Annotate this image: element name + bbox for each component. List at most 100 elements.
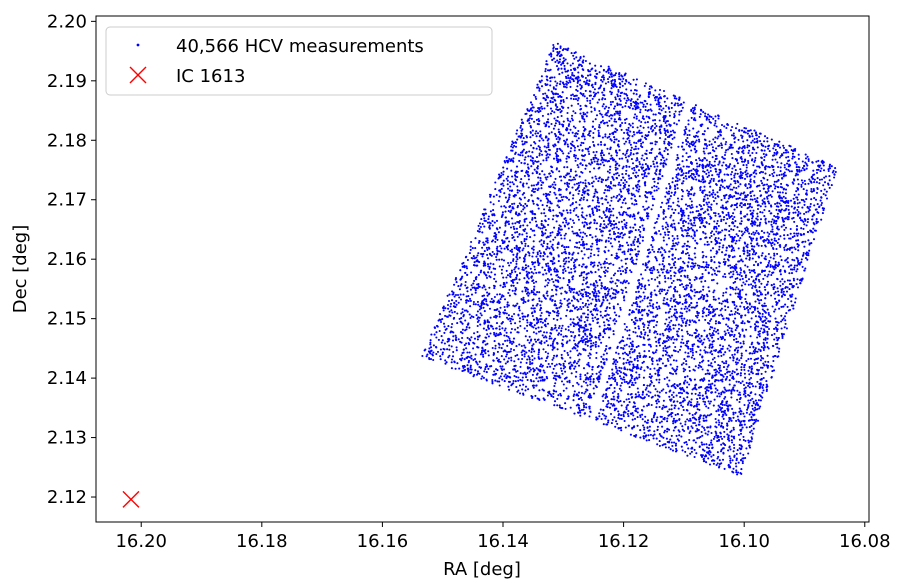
- hcv-point: [505, 276, 508, 279]
- hcv-point: [713, 220, 716, 223]
- hcv-point: [758, 335, 761, 338]
- hcv-point: [776, 252, 779, 255]
- hcv-point: [768, 259, 771, 263]
- hcv-point: [754, 347, 757, 350]
- hcv-point: [670, 315, 673, 318]
- hcv-point: [701, 256, 704, 259]
- hcv-point: [718, 421, 721, 424]
- hcv-point: [562, 277, 565, 280]
- hcv-point: [504, 196, 507, 199]
- hcv-point: [589, 252, 593, 255]
- hcv-point: [524, 255, 527, 258]
- hcv-point: [676, 179, 679, 182]
- hcv-point: [562, 389, 565, 392]
- hcv-point: [759, 140, 762, 143]
- hcv-point: [447, 299, 451, 303]
- hcv-point: [498, 380, 501, 383]
- hcv-point: [527, 265, 530, 268]
- hcv-point: [526, 224, 529, 227]
- hcv-point: [617, 413, 621, 416]
- hcv-point: [518, 272, 522, 275]
- hcv-point: [564, 335, 567, 338]
- hcv-point: [620, 404, 623, 407]
- hcv-point: [626, 257, 629, 260]
- hcv-point: [534, 340, 538, 343]
- hcv-point: [566, 62, 569, 65]
- hcv-point: [477, 241, 481, 244]
- hcv-point: [437, 338, 440, 341]
- hcv-point: [592, 131, 595, 135]
- hcv-point: [739, 212, 742, 215]
- hcv-point: [671, 266, 674, 269]
- hcv-point: [716, 191, 719, 194]
- hcv-point: [722, 413, 725, 416]
- hcv-point: [496, 293, 499, 296]
- hcv-point: [790, 272, 794, 275]
- hcv-point: [777, 238, 780, 241]
- hcv-point: [684, 252, 688, 255]
- hcv-point: [519, 361, 522, 364]
- hcv-point: [729, 356, 732, 359]
- hcv-point: [746, 129, 750, 132]
- hcv-point: [545, 157, 548, 160]
- hcv-point: [617, 279, 620, 282]
- hcv-point: [725, 249, 728, 252]
- hcv-point: [731, 167, 734, 170]
- hcv-point: [581, 301, 584, 305]
- hcv-point: [667, 277, 670, 280]
- hcv-point: [635, 290, 638, 294]
- hcv-point: [788, 272, 791, 275]
- hcv-point: [538, 80, 541, 83]
- hcv-point: [739, 333, 742, 336]
- hcv-point: [599, 84, 603, 87]
- hcv-point: [610, 87, 613, 90]
- hcv-point: [737, 393, 740, 396]
- hcv-point: [591, 372, 594, 376]
- hcv-point: [570, 97, 573, 100]
- hcv-point: [575, 362, 579, 365]
- hcv-point: [754, 156, 757, 160]
- hcv-point: [686, 276, 689, 279]
- hcv-point: [623, 219, 626, 222]
- hcv-point: [529, 136, 532, 139]
- hcv-point: [751, 432, 754, 435]
- hcv-point: [543, 378, 546, 381]
- hcv-point: [671, 449, 675, 452]
- hcv-point: [740, 217, 743, 220]
- hcv-point: [720, 123, 724, 127]
- hcv-point: [576, 66, 579, 69]
- hcv-point: [678, 205, 681, 208]
- hcv-point: [702, 176, 705, 179]
- hcv-point: [609, 262, 612, 265]
- hcv-point: [676, 102, 679, 105]
- hcv-point: [546, 262, 550, 265]
- hcv-point: [647, 324, 650, 327]
- hcv-point: [603, 89, 606, 92]
- hcv-point: [460, 317, 463, 320]
- hcv-point: [623, 131, 626, 134]
- hcv-point: [595, 114, 599, 117]
- hcv-point: [707, 364, 710, 367]
- hcv-point: [643, 426, 646, 429]
- hcv-point: [714, 320, 718, 323]
- hcv-point: [500, 251, 503, 254]
- hcv-point: [541, 204, 544, 207]
- hcv-point: [629, 214, 632, 217]
- hcv-point: [693, 219, 696, 222]
- hcv-point: [472, 255, 475, 258]
- hcv-point: [564, 217, 567, 220]
- hcv-point: [502, 173, 505, 176]
- hcv-point: [736, 226, 739, 229]
- hcv-point: [705, 221, 708, 224]
- hcv-point: [525, 287, 528, 290]
- hcv-point: [509, 226, 513, 229]
- hcv-point: [480, 269, 483, 272]
- hcv-point: [650, 418, 653, 421]
- hcv-point: [610, 199, 613, 202]
- hcv-point: [533, 324, 536, 327]
- hcv-point: [748, 235, 751, 238]
- hcv-point: [727, 211, 730, 214]
- hcv-point: [642, 405, 645, 408]
- hcv-point: [631, 418, 634, 421]
- hcv-point: [613, 416, 616, 419]
